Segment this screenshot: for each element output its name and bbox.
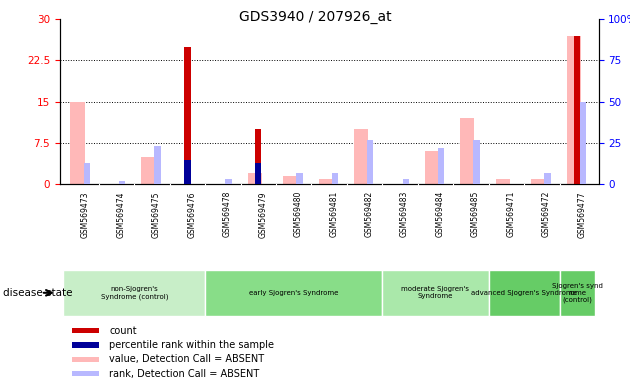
Text: percentile rank within the sample: percentile rank within the sample <box>109 340 274 350</box>
Text: GSM569475: GSM569475 <box>152 191 161 238</box>
Bar <box>296 173 302 184</box>
Text: non-Sjogren's
Syndrome (control): non-Sjogren's Syndrome (control) <box>101 286 168 300</box>
Bar <box>574 36 580 184</box>
Bar <box>367 140 374 184</box>
Text: rank, Detection Call = ABSENT: rank, Detection Call = ABSENT <box>109 369 260 379</box>
Bar <box>71 102 84 184</box>
Bar <box>544 173 551 184</box>
Bar <box>84 163 90 184</box>
Text: GSM569476: GSM569476 <box>188 191 197 238</box>
Bar <box>205 270 382 316</box>
Bar <box>559 270 595 316</box>
Bar <box>184 47 191 184</box>
Bar <box>72 342 99 348</box>
Text: Sjogren's synd
rome
(control): Sjogren's synd rome (control) <box>552 283 603 303</box>
Bar <box>319 179 333 184</box>
Text: moderate Sjogren's
Syndrome: moderate Sjogren's Syndrome <box>401 286 469 299</box>
Bar <box>489 270 559 316</box>
Text: GSM569471: GSM569471 <box>507 191 515 237</box>
Bar <box>72 371 99 376</box>
Bar <box>255 129 261 184</box>
Bar <box>382 270 489 316</box>
Bar <box>531 179 546 184</box>
Bar <box>226 179 232 184</box>
Bar <box>566 36 581 184</box>
Bar <box>72 357 99 362</box>
Text: GSM569485: GSM569485 <box>471 191 480 237</box>
Text: GSM569474: GSM569474 <box>117 191 125 238</box>
Bar <box>331 173 338 184</box>
Bar <box>473 140 480 184</box>
Bar <box>403 179 409 184</box>
Bar <box>64 270 205 316</box>
Bar <box>354 129 368 184</box>
Bar <box>184 160 191 184</box>
Bar <box>154 146 161 184</box>
Bar <box>425 151 439 184</box>
Text: value, Detection Call = ABSENT: value, Detection Call = ABSENT <box>109 354 265 364</box>
Text: GSM569480: GSM569480 <box>294 191 303 237</box>
Text: disease state: disease state <box>3 288 72 298</box>
Text: GSM569483: GSM569483 <box>400 191 409 237</box>
Text: GSM569482: GSM569482 <box>365 191 374 237</box>
Bar <box>72 328 99 333</box>
Bar <box>119 181 125 184</box>
Bar <box>461 118 474 184</box>
Text: GSM569478: GSM569478 <box>223 191 232 237</box>
Bar <box>141 157 156 184</box>
Text: GSM569472: GSM569472 <box>542 191 551 237</box>
Text: GSM569473: GSM569473 <box>81 191 90 238</box>
Text: GDS3940 / 207926_at: GDS3940 / 207926_at <box>239 10 391 23</box>
Bar <box>283 176 297 184</box>
Bar <box>255 163 261 184</box>
Text: GSM569484: GSM569484 <box>435 191 445 237</box>
Text: early Sjogren's Syndrome: early Sjogren's Syndrome <box>249 290 338 296</box>
Text: count: count <box>109 326 137 336</box>
Text: advanced Sjogren's Syndrome: advanced Sjogren's Syndrome <box>471 290 577 296</box>
Bar <box>248 173 262 184</box>
Bar <box>438 148 444 184</box>
Text: GSM569479: GSM569479 <box>258 191 267 238</box>
Text: GSM569481: GSM569481 <box>329 191 338 237</box>
Bar <box>496 179 510 184</box>
Bar <box>580 102 586 184</box>
Text: GSM569477: GSM569477 <box>577 191 587 238</box>
